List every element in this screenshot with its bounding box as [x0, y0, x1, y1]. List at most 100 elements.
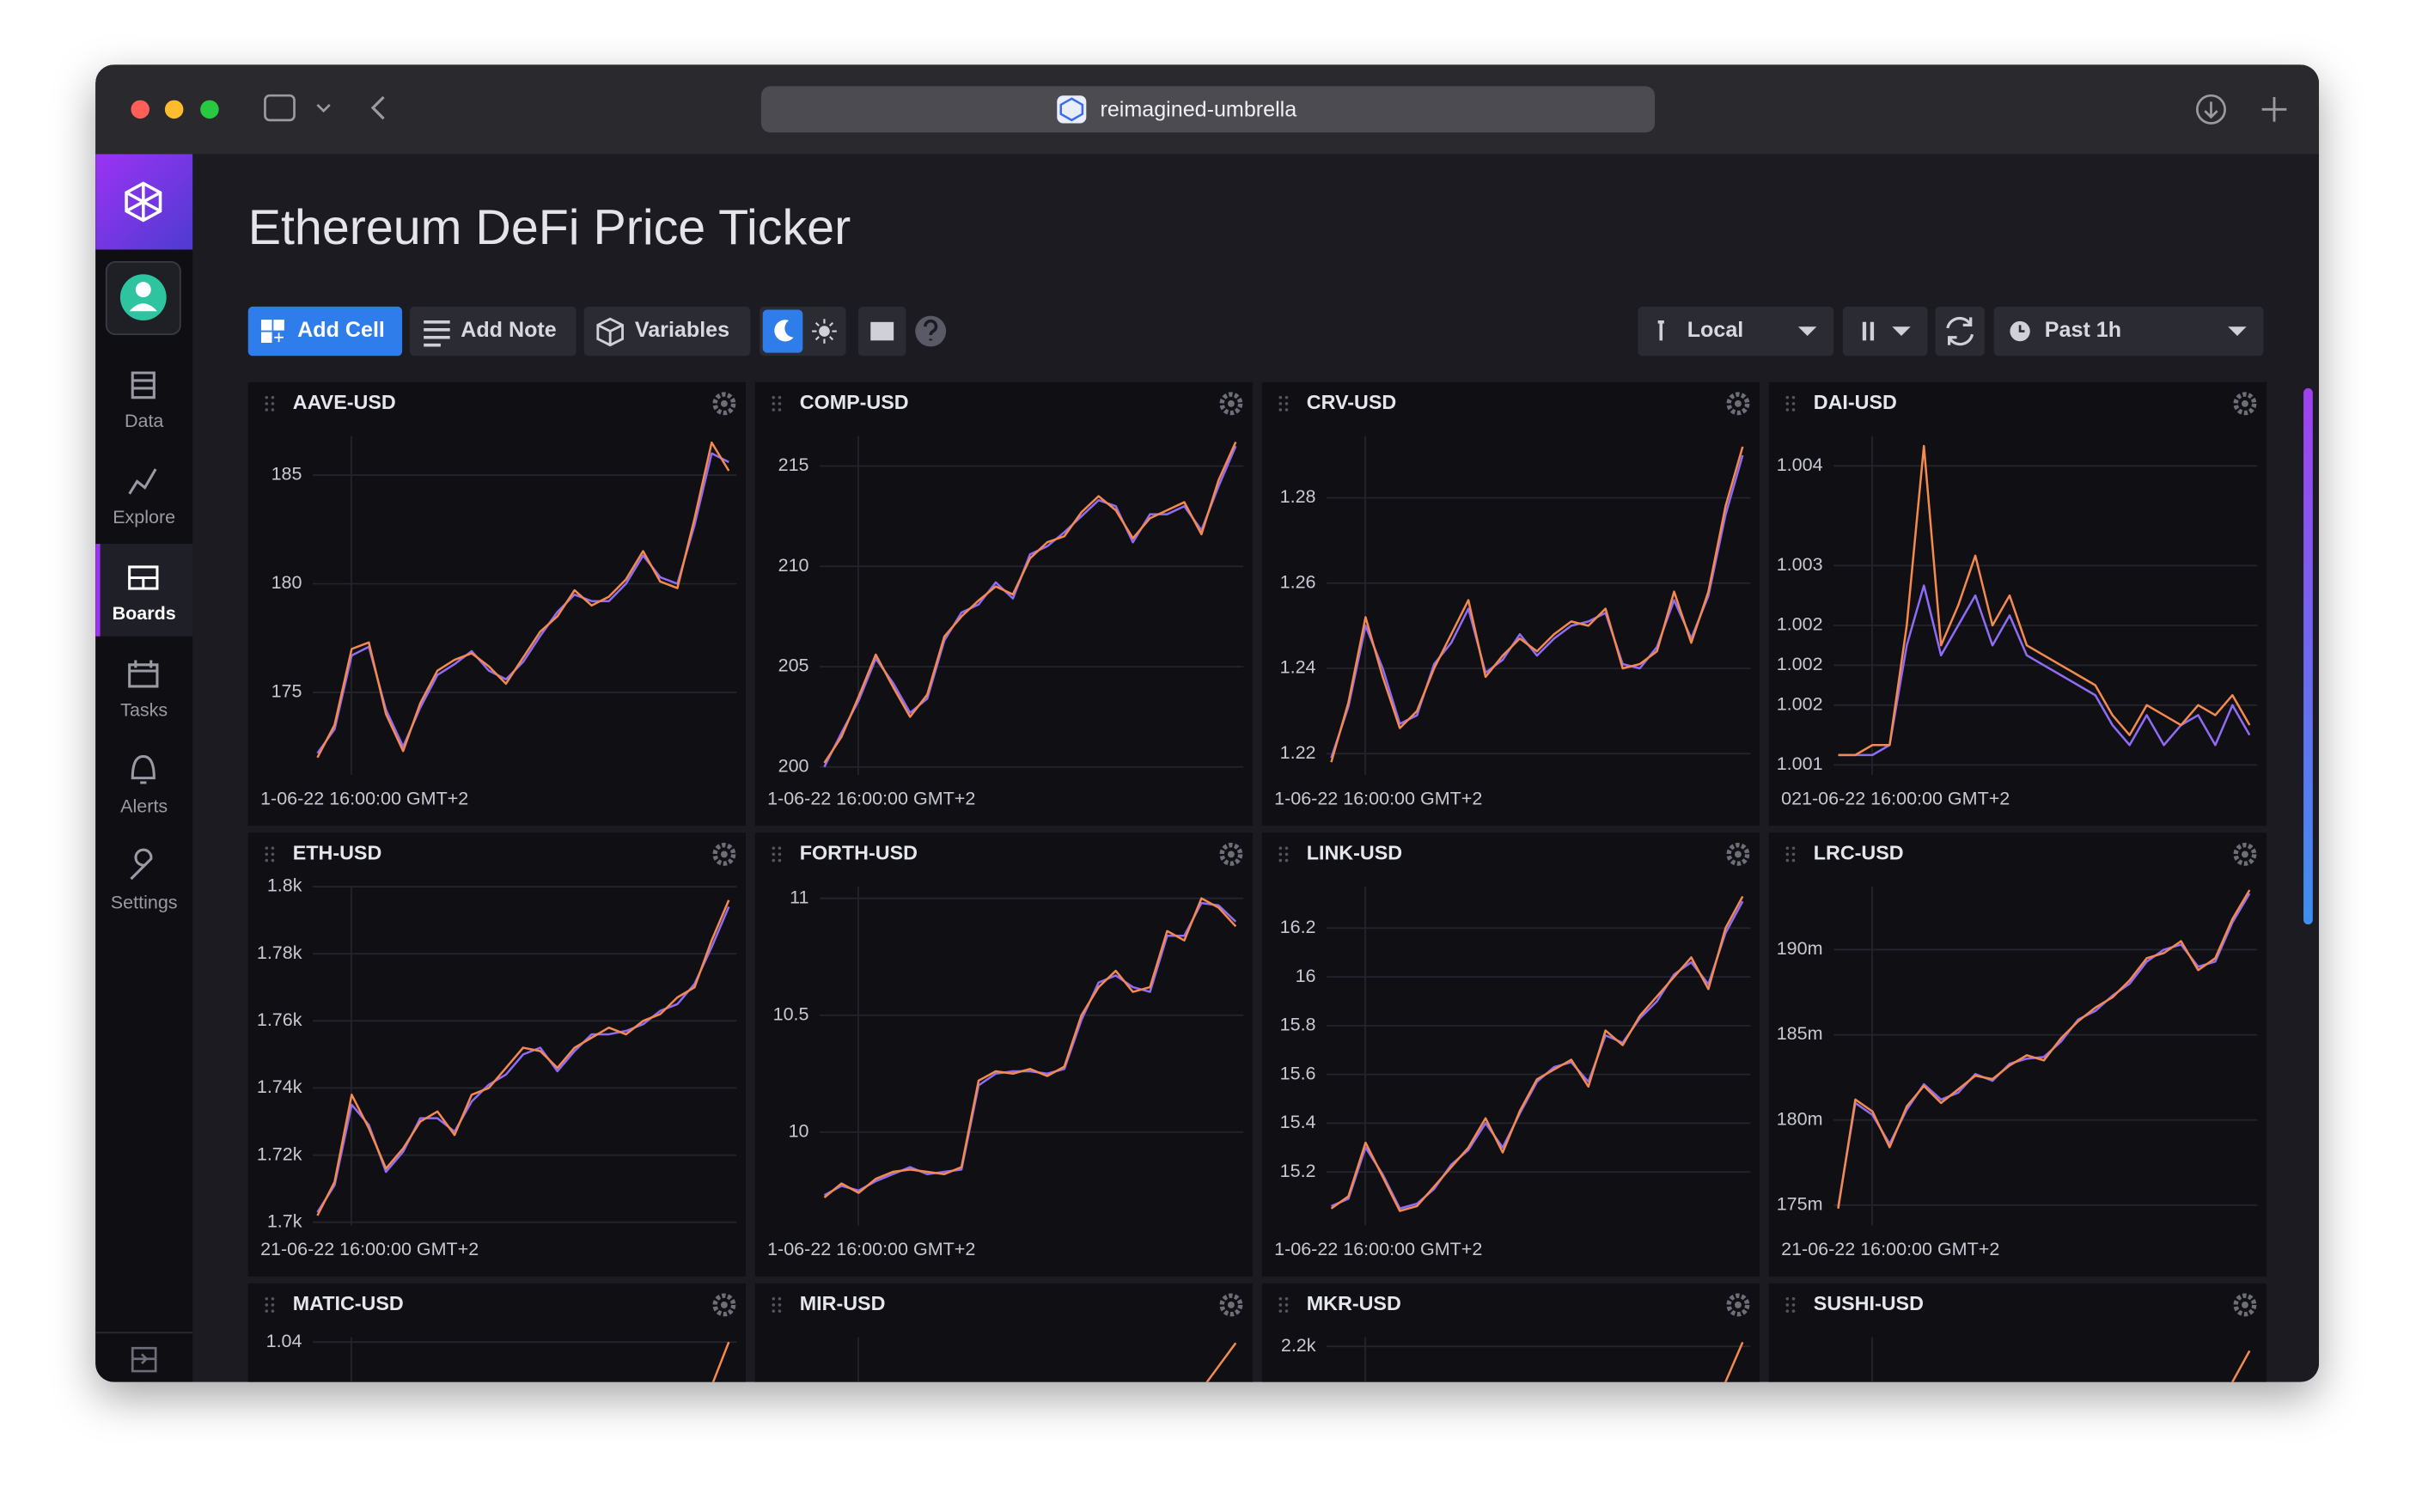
- drag-handle-dot[interactable]: [778, 402, 782, 405]
- minimize-button[interactable]: [164, 100, 184, 119]
- drag-handle-dot[interactable]: [271, 408, 275, 412]
- drag-handle-dot[interactable]: [265, 858, 269, 863]
- drag-handle-dot[interactable]: [1791, 402, 1796, 405]
- sidebar-label[interactable]: Tasks: [120, 699, 168, 720]
- address-bar[interactable]: [760, 86, 1656, 133]
- cell-settings[interactable]: [712, 1293, 736, 1317]
- drag-handle-dot[interactable]: [1785, 1309, 1790, 1313]
- drag-handle-dot[interactable]: [1284, 1309, 1289, 1313]
- sidebar-icon[interactable]: [128, 468, 157, 495]
- cell-settings[interactable]: [1219, 1293, 1243, 1317]
- autorefresh-dropdown[interactable]: [1842, 306, 1928, 357]
- cell-settings[interactable]: [2233, 392, 2257, 416]
- sidebar-icon[interactable]: [131, 371, 156, 399]
- drag-handle-dot[interactable]: [1284, 402, 1289, 405]
- variables-button[interactable]: [583, 306, 751, 357]
- drag-handle-dot[interactable]: [1278, 1297, 1283, 1301]
- sidebar-label[interactable]: Explore: [113, 507, 175, 527]
- drag-handle-dot[interactable]: [265, 846, 269, 850]
- drag-handle-dot[interactable]: [1284, 852, 1289, 857]
- drag-handle-dot[interactable]: [1278, 846, 1283, 850]
- drag-handle-dot[interactable]: [265, 852, 269, 857]
- drag-handle-dot[interactable]: [265, 402, 269, 405]
- drag-handle-dot[interactable]: [1284, 395, 1289, 399]
- add-cell-button[interactable]: [247, 306, 403, 357]
- drag-handle-dot[interactable]: [1785, 858, 1790, 863]
- downloads-button[interactable]: [2195, 94, 2226, 125]
- drag-handle-dot[interactable]: [778, 846, 782, 850]
- drag-handle-dot[interactable]: [772, 1309, 776, 1313]
- sidebar-label[interactable]: Boards: [113, 603, 176, 624]
- drag-handle-dot[interactable]: [265, 1303, 269, 1307]
- drag-handle-dot[interactable]: [1791, 1303, 1796, 1307]
- add-note-button[interactable]: [410, 306, 577, 357]
- drag-handle-dot[interactable]: [778, 1309, 782, 1313]
- drag-handle-dot[interactable]: [778, 1297, 782, 1301]
- drag-handle-dot[interactable]: [1791, 408, 1796, 412]
- drag-handle-dot[interactable]: [1785, 395, 1790, 399]
- drag-handle-dot[interactable]: [1785, 1297, 1790, 1301]
- sidebar-icon[interactable]: [130, 848, 153, 881]
- drag-handle-dot[interactable]: [778, 408, 782, 412]
- drag-handle-dot[interactable]: [265, 395, 269, 399]
- cell-settings[interactable]: [2233, 842, 2257, 866]
- drag-handle-dot[interactable]: [1785, 852, 1790, 857]
- drag-handle-dot[interactable]: [778, 858, 782, 863]
- drag-handle-dot[interactable]: [1791, 1309, 1796, 1313]
- drag-handle-dot[interactable]: [1278, 1309, 1283, 1313]
- refresh-button[interactable]: [1935, 306, 1985, 357]
- sidebar-menu-caret[interactable]: [316, 103, 331, 113]
- back-button[interactable]: [370, 95, 385, 120]
- cell-settings[interactable]: [2233, 1293, 2257, 1317]
- drag-handle-dot[interactable]: [265, 1297, 269, 1301]
- drag-handle-dot[interactable]: [1278, 852, 1283, 857]
- drag-handle-dot[interactable]: [772, 1303, 776, 1307]
- cell-settings[interactable]: [712, 842, 736, 866]
- timezone-dropdown[interactable]: [1638, 306, 1834, 357]
- drag-handle-dot[interactable]: [778, 1303, 782, 1307]
- drag-handle-dot[interactable]: [772, 858, 776, 863]
- time-range-dropdown[interactable]: [1993, 306, 2264, 357]
- drag-handle-dot[interactable]: [271, 1309, 275, 1313]
- drag-handle-dot[interactable]: [271, 846, 275, 850]
- drag-handle-dot[interactable]: [772, 846, 776, 850]
- drag-handle-dot[interactable]: [1791, 852, 1796, 857]
- drag-handle-dot[interactable]: [772, 408, 776, 412]
- cell-settings[interactable]: [1219, 842, 1243, 866]
- drag-handle-dot[interactable]: [778, 395, 782, 399]
- drag-handle-dot[interactable]: [271, 852, 275, 857]
- cell-settings[interactable]: [1219, 392, 1243, 416]
- drag-handle-dot[interactable]: [1785, 846, 1790, 850]
- drag-handle-dot[interactable]: [1278, 395, 1283, 399]
- drag-handle-dot[interactable]: [271, 395, 275, 399]
- sun-icon[interactable]: [819, 326, 830, 337]
- drag-handle-dot[interactable]: [271, 402, 275, 405]
- drag-handle-dot[interactable]: [1284, 1297, 1289, 1301]
- cell-settings[interactable]: [1726, 842, 1750, 866]
- drag-handle-dot[interactable]: [1278, 408, 1283, 412]
- close-button[interactable]: [131, 100, 149, 119]
- sidebar-label[interactable]: Alerts: [120, 796, 168, 816]
- sidebar-toggle[interactable]: [264, 94, 296, 122]
- drag-handle-dot[interactable]: [1284, 846, 1289, 850]
- drag-handle-dot[interactable]: [1284, 858, 1289, 863]
- drag-handle-dot[interactable]: [1785, 1303, 1790, 1307]
- sidebar-icon[interactable]: [128, 660, 159, 688]
- drag-handle-dot[interactable]: [772, 395, 776, 399]
- sidebar-icon[interactable]: [131, 755, 156, 784]
- collapse-sidebar[interactable]: [131, 1346, 157, 1373]
- sidebar-label[interactable]: Settings: [111, 892, 178, 912]
- drag-handle-dot[interactable]: [271, 1303, 275, 1307]
- cell-settings[interactable]: [712, 392, 736, 416]
- drag-handle-dot[interactable]: [1791, 858, 1796, 863]
- drag-handle-dot[interactable]: [1785, 408, 1790, 412]
- cell-settings[interactable]: [1726, 392, 1750, 416]
- drag-handle-dot[interactable]: [265, 408, 269, 412]
- scrollbar-thumb[interactable]: [2303, 387, 2313, 925]
- drag-handle-dot[interactable]: [271, 1297, 275, 1301]
- zoom-button[interactable]: [200, 100, 219, 119]
- drag-handle-dot[interactable]: [772, 402, 776, 405]
- cell-settings[interactable]: [1726, 1293, 1750, 1317]
- new-tab-button[interactable]: [2261, 96, 2287, 122]
- drag-handle-dot[interactable]: [271, 858, 275, 863]
